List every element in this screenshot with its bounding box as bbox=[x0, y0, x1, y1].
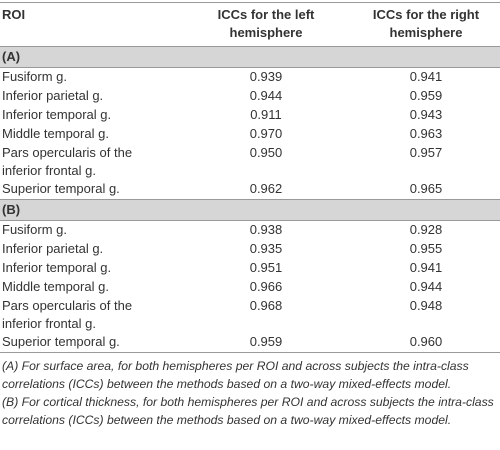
footnotes: (A) For surface area, for both hemispher… bbox=[0, 353, 500, 429]
value-cell: 0.959 bbox=[180, 333, 352, 353]
value-cell: 0.959 bbox=[409, 88, 443, 103]
roi-text: Middle temporal g. bbox=[2, 279, 109, 294]
header-text: ICCs for the right hemisphere bbox=[372, 7, 480, 40]
data-row: Middle temporal g. 0.966 0.944 bbox=[0, 278, 500, 297]
header-row: ROI ICCs for the left hemisphere ICCs fo… bbox=[0, 2, 500, 47]
data-row: Inferior parietal g. 0.935 0.955 bbox=[0, 240, 500, 259]
section-label: (A) bbox=[0, 46, 500, 68]
roi-cell: Inferior temporal g. bbox=[0, 106, 180, 125]
roi-text: Inferior temporal g. bbox=[2, 260, 112, 275]
roi-text: Superior temporal g. bbox=[2, 181, 120, 196]
roi-text: Superior temporal g. bbox=[2, 334, 120, 349]
data-row: Pars opercularis of the inferior frontal… bbox=[0, 144, 500, 180]
value-cell: 0.935 bbox=[249, 241, 283, 256]
value-cell: 0.950 bbox=[249, 145, 283, 160]
roi-cell: Middle temporal g. bbox=[0, 278, 180, 297]
value-cell: 0.939 bbox=[249, 69, 283, 84]
data-row: Fusiform g. 0.939 0.941 bbox=[0, 68, 500, 88]
footnote: (B) For cortical thickness, for both hem… bbox=[2, 395, 494, 427]
data-row: Pars opercularis of the inferior frontal… bbox=[0, 297, 500, 333]
value-cell: 0.960 bbox=[352, 333, 500, 353]
header-cell: ICCs for the right hemisphere bbox=[352, 2, 500, 47]
section-label: (B) bbox=[0, 199, 500, 221]
value-cell: 0.944 bbox=[249, 88, 283, 103]
value-cell: 0.951 bbox=[249, 260, 283, 275]
roi-cell: Superior temporal g. bbox=[0, 180, 180, 200]
table-body: (A) Fusiform g. 0.939 0.941 Inferior parieta… bbox=[0, 46, 500, 353]
roi-text: Inferior temporal g. bbox=[2, 107, 112, 122]
value-cell: 0.966 bbox=[249, 279, 283, 294]
roi-cell: Superior temporal g. bbox=[0, 333, 180, 353]
value-cell: 0.957 bbox=[409, 145, 443, 160]
roi-text: Fusiform g. bbox=[2, 222, 68, 237]
value-cell: 0.911 bbox=[250, 107, 282, 122]
value-cell: 0.944 bbox=[409, 279, 443, 294]
footnote: (A) For surface area, for both hemispher… bbox=[2, 359, 469, 391]
roi-cell: Inferior temporal g. bbox=[0, 259, 180, 278]
roi-cell: Middle temporal g. bbox=[0, 125, 180, 144]
data-row: Middle temporal g. 0.970 0.963 bbox=[0, 125, 500, 144]
value-cell: 0.968 bbox=[249, 298, 283, 313]
roi-text: Pars opercularis of the inferior frontal… bbox=[2, 298, 133, 331]
value-cell: 0.943 bbox=[409, 107, 443, 122]
value-cell: 0.938 bbox=[249, 222, 283, 237]
value-cell: 0.963 bbox=[409, 126, 443, 141]
value-cell: 0.955 bbox=[409, 241, 443, 256]
roi-cell: Inferior parietal g. bbox=[0, 87, 180, 106]
roi-cell: Pars opercularis of the inferior frontal… bbox=[0, 144, 180, 180]
roi-text: Fusiform g. bbox=[2, 69, 68, 84]
roi-text: Middle temporal g. bbox=[2, 126, 109, 141]
roi-text: Pars opercularis of the inferior frontal… bbox=[2, 145, 133, 178]
roi-cell: Inferior parietal g. bbox=[0, 240, 180, 259]
data-row: Fusiform g. 0.938 0.928 bbox=[0, 221, 500, 241]
value-cell: 0.928 bbox=[409, 222, 443, 237]
section-row: (A) bbox=[0, 46, 500, 68]
header-cell: ROI bbox=[0, 2, 180, 47]
value-cell: 0.970 bbox=[249, 126, 283, 141]
header-text: ICCs for the left hemisphere bbox=[217, 7, 315, 40]
value-cell: 0.962 bbox=[249, 181, 283, 196]
data-row: Inferior parietal g. 0.944 0.959 bbox=[0, 87, 500, 106]
data-row: Inferior temporal g. 0.951 0.941 bbox=[0, 259, 500, 278]
value-cell: 0.941 bbox=[409, 260, 443, 275]
data-row: Superior temporal g. 0.959 0.960 bbox=[0, 333, 500, 353]
roi-text: Inferior parietal g. bbox=[2, 241, 104, 256]
section-row: (B) bbox=[0, 199, 500, 221]
roi-cell: Pars opercularis of the inferior frontal… bbox=[0, 297, 180, 333]
value-cell: 0.948 bbox=[409, 298, 443, 313]
data-row: Superior temporal g. 0.962 0.965 bbox=[0, 180, 500, 200]
header-cell: ICCs for the left hemisphere bbox=[180, 2, 352, 47]
roi-cell: Fusiform g. bbox=[0, 68, 180, 88]
roi-text: Inferior parietal g. bbox=[2, 88, 104, 103]
data-table: ROI ICCs for the left hemisphere ICCs fo… bbox=[0, 2, 500, 353]
roi-cell: Fusiform g. bbox=[0, 221, 180, 241]
value-cell: 0.965 bbox=[409, 181, 443, 196]
data-row: Inferior temporal g. 0.911 0.943 bbox=[0, 106, 500, 125]
value-cell: 0.941 bbox=[409, 69, 443, 84]
